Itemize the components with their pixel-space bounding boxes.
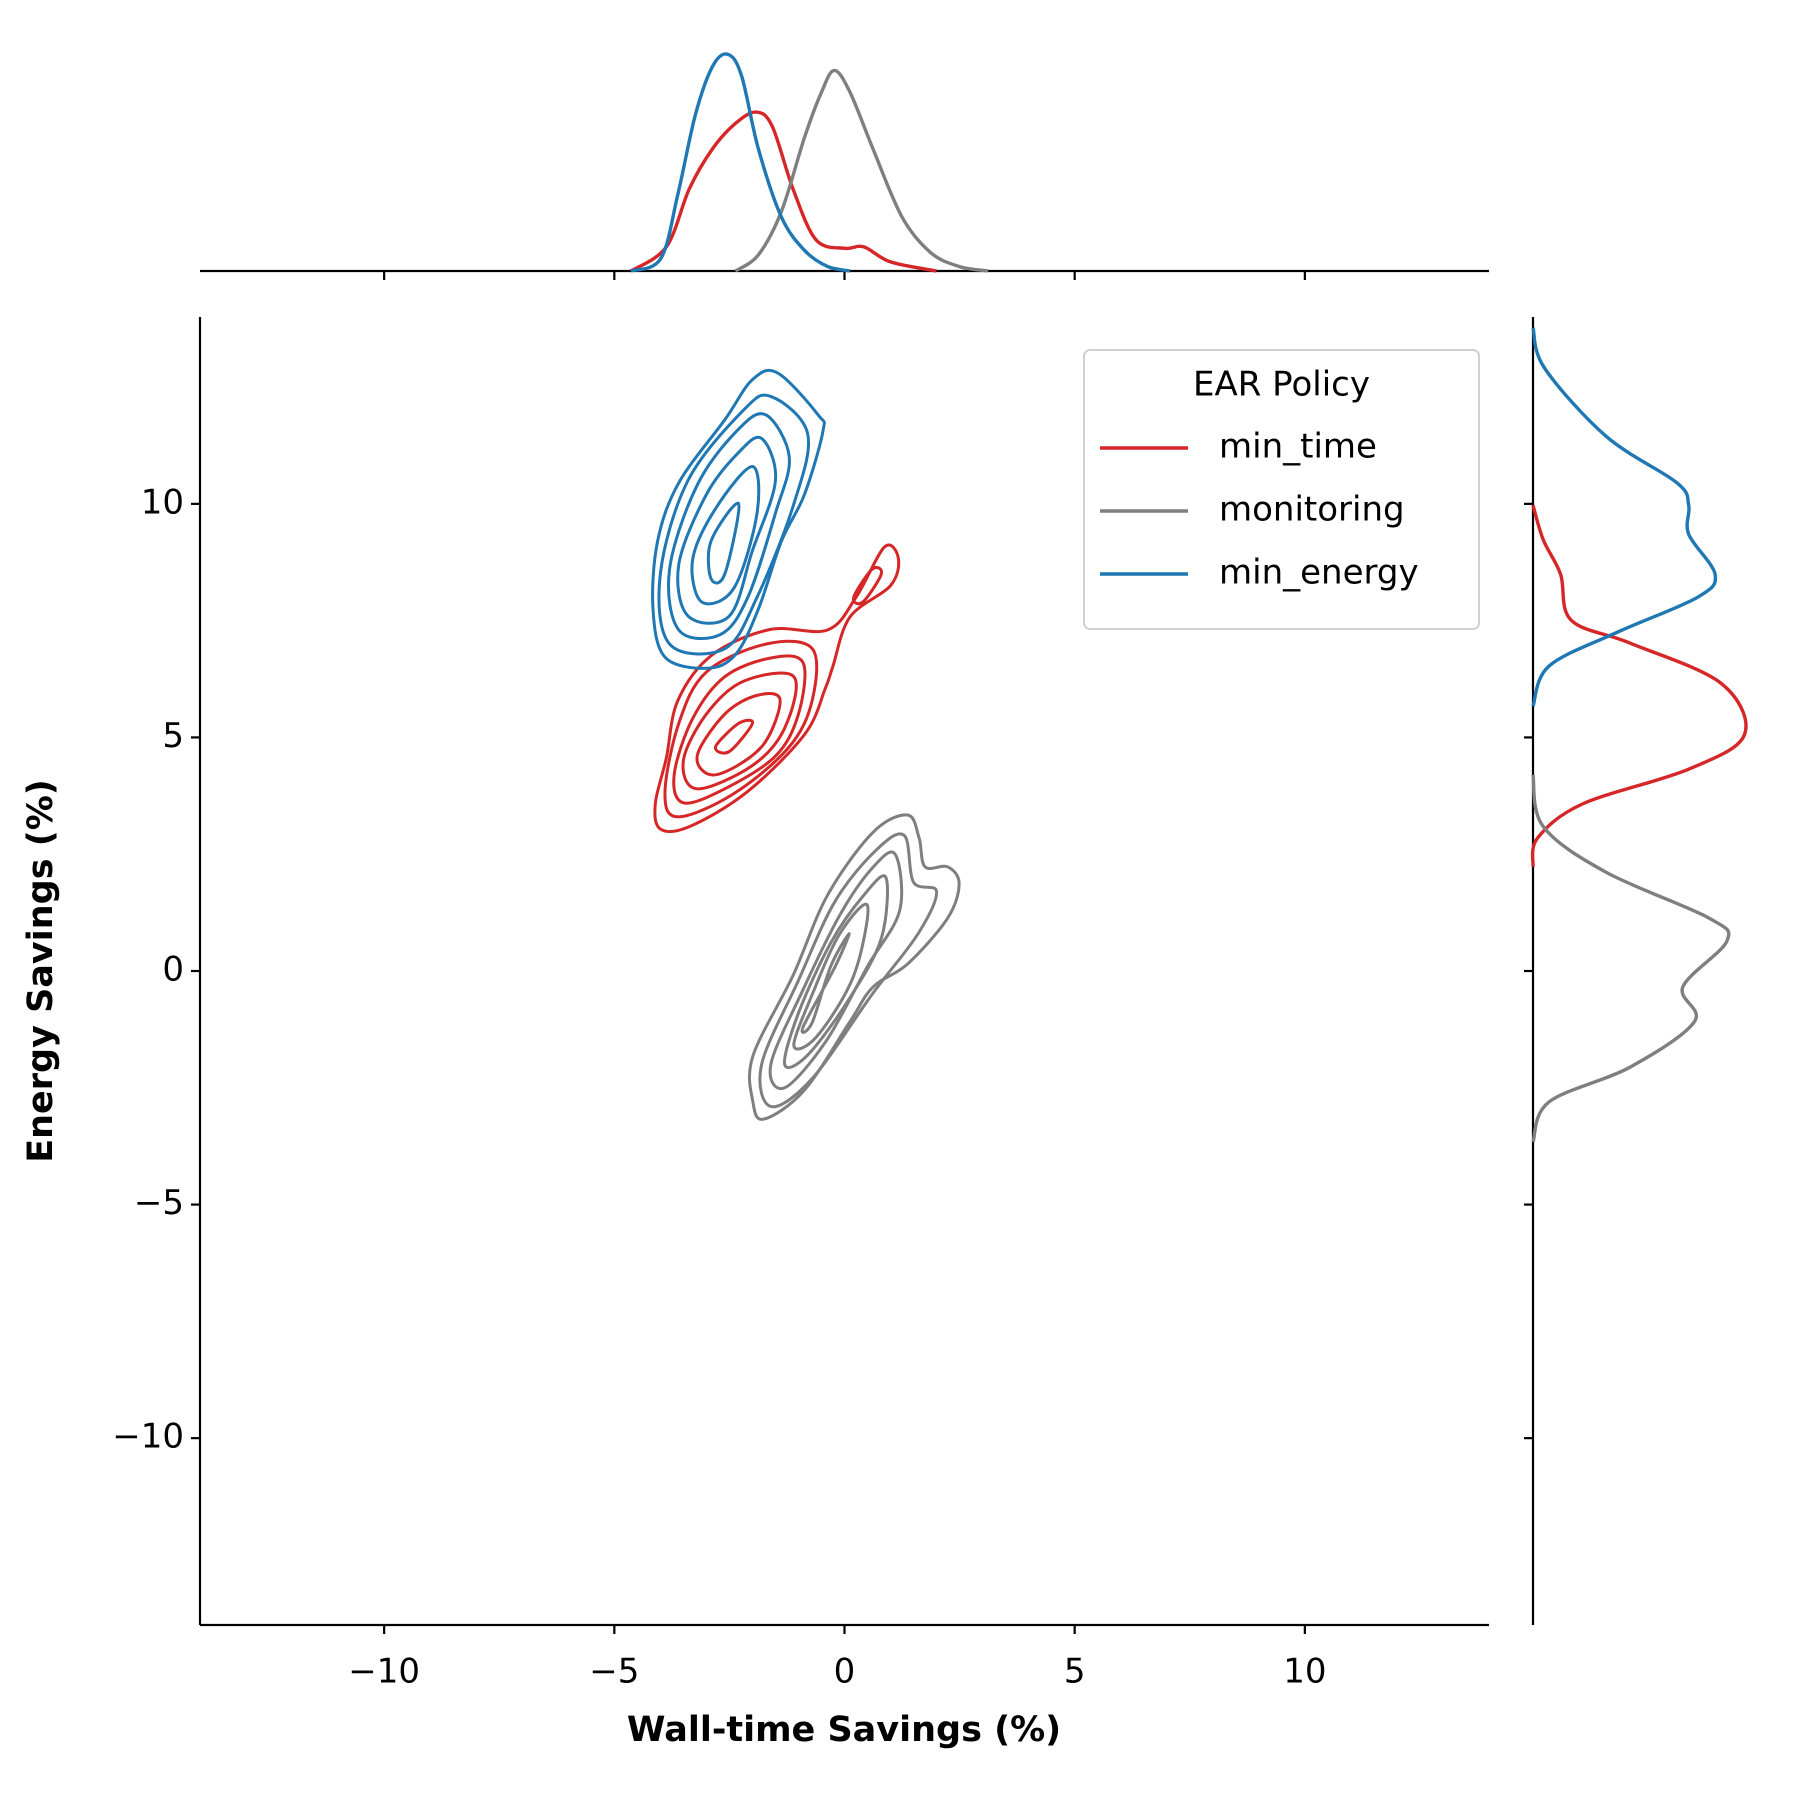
x-tick-label: 5 bbox=[1064, 1652, 1086, 1692]
x-tick-label: −10 bbox=[348, 1652, 420, 1692]
y-axis-label: Energy Savings (%) bbox=[21, 779, 61, 1163]
kde-contour bbox=[706, 501, 741, 585]
kde-contour bbox=[657, 393, 810, 656]
legend-label: min_energy bbox=[1219, 553, 1419, 593]
marginal-y-density bbox=[1530, 504, 1748, 868]
kde-contour bbox=[768, 850, 904, 1091]
kde-contour bbox=[800, 932, 851, 1034]
y-tick-label: 10 bbox=[141, 482, 184, 522]
x-tick-label: 0 bbox=[834, 1652, 856, 1692]
kde-contour bbox=[792, 902, 870, 1051]
x-tick-label: 10 bbox=[1283, 1652, 1326, 1692]
marginal-y-density bbox=[1531, 327, 1718, 707]
kde-contour bbox=[695, 692, 782, 777]
y-tick-label: −10 bbox=[112, 1417, 184, 1457]
x-tick-label: −5 bbox=[589, 1652, 639, 1692]
marginal-x-density bbox=[629, 110, 937, 273]
kde-contour bbox=[676, 435, 778, 625]
kde-contour bbox=[667, 412, 791, 640]
legend: EAR Policy min_time monitoring min_energy bbox=[1083, 349, 1480, 630]
kde-contour bbox=[782, 874, 889, 1069]
marginal-y-density bbox=[1531, 774, 1731, 1143]
kde-contour bbox=[758, 832, 939, 1109]
marginal-x-density bbox=[630, 52, 851, 273]
legend-label: min_time bbox=[1219, 427, 1377, 467]
y-tick-label: −5 bbox=[134, 1183, 184, 1223]
kde-contour bbox=[690, 464, 761, 606]
y-tick-label: 0 bbox=[162, 950, 184, 990]
kde-contour bbox=[681, 671, 798, 791]
legend-box bbox=[1083, 349, 1480, 630]
y-tick-label: 5 bbox=[162, 716, 184, 756]
x-axis-label: Wall-time Savings (%) bbox=[627, 1710, 1061, 1750]
marginal-x-density bbox=[734, 68, 989, 273]
kde-contour bbox=[672, 654, 807, 805]
kde-contour bbox=[653, 543, 901, 834]
kde-contour bbox=[714, 718, 755, 755]
kde-contour bbox=[851, 566, 884, 606]
legend-label: monitoring bbox=[1219, 490, 1405, 530]
legend-title: EAR Policy bbox=[1193, 365, 1370, 405]
kde-contour bbox=[747, 813, 961, 1121]
kde-contour bbox=[651, 368, 826, 670]
